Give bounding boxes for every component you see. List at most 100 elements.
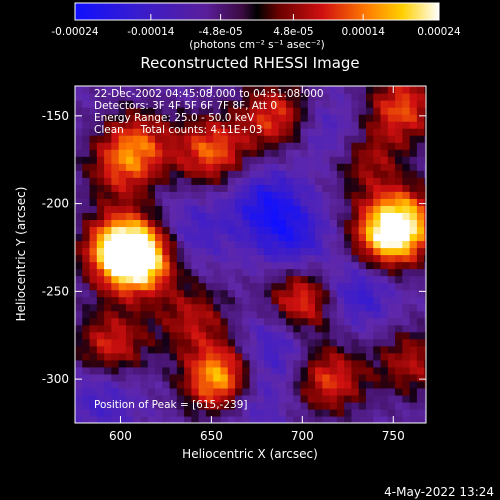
heatmap-cell <box>351 254 360 263</box>
heatmap-cell <box>162 191 171 199</box>
heatmap-cell <box>220 142 229 150</box>
heatmap-cell <box>184 387 192 396</box>
heatmap-cell <box>133 401 142 410</box>
heatmap-cell <box>140 219 149 228</box>
heatmap-cell <box>82 205 91 213</box>
heatmap-cell <box>184 401 192 410</box>
heatmap-cell <box>191 296 200 305</box>
heatmap-cell <box>176 254 185 263</box>
heatmap-cell <box>125 401 134 410</box>
heatmap-cell <box>351 226 360 235</box>
heatmap-cell <box>220 254 229 263</box>
heatmap-cell <box>235 191 243 199</box>
heatmap-cell <box>111 184 120 192</box>
heatmap-cell <box>373 408 382 417</box>
heatmap-cell <box>205 261 214 270</box>
heatmap-cell <box>358 401 367 410</box>
heatmap-cell <box>336 401 345 410</box>
heatmap-cell <box>402 142 411 150</box>
heatmap-cell <box>293 156 302 164</box>
heatmap-cell <box>198 366 207 375</box>
heatmap-cell <box>249 163 258 171</box>
heatmap-cell <box>351 86 360 94</box>
heatmap-cell <box>307 135 316 143</box>
heatmap-cell <box>155 177 163 185</box>
heatmap-cell <box>336 380 345 389</box>
heatmap-cell <box>322 114 331 122</box>
heatmap-cell <box>271 177 280 185</box>
heatmap-cell <box>104 170 112 178</box>
heatmap-cell <box>220 275 229 284</box>
heatmap-cell <box>133 331 142 340</box>
heatmap-cell <box>176 289 185 298</box>
heatmap-cell <box>118 394 127 403</box>
heatmap-cell <box>409 359 418 368</box>
heatmap-cell <box>395 408 403 417</box>
heatmap-cell <box>395 100 403 108</box>
heatmap-cell <box>205 415 214 423</box>
heatmap-cell <box>271 240 280 249</box>
heatmap-cell <box>133 114 142 122</box>
heatmap-cell <box>344 338 353 347</box>
heatmap-cell <box>227 233 236 242</box>
heatmap-cell <box>278 261 287 270</box>
heatmap-cell <box>96 275 105 284</box>
heatmap-cell <box>373 401 382 410</box>
heatmap-cell <box>140 387 149 396</box>
heatmap-cell <box>409 156 418 164</box>
heatmap-cell <box>424 233 426 242</box>
heatmap-cell <box>227 226 236 235</box>
heatmap-cell <box>227 310 236 319</box>
heatmap-cell <box>169 394 178 403</box>
heatmap-cell <box>380 303 389 312</box>
heatmap-cell <box>82 114 91 122</box>
heatmap-cell <box>380 408 389 417</box>
heatmap-cell <box>82 415 91 423</box>
heatmap-cell <box>140 156 149 164</box>
heatmap-cell <box>365 170 374 178</box>
heatmap-cell <box>322 324 331 333</box>
heatmap-cell <box>118 261 127 270</box>
heatmap-cell <box>380 205 389 213</box>
heatmap-cell <box>213 184 222 192</box>
heatmap-cell <box>89 86 98 94</box>
heatmap-cell <box>140 93 149 101</box>
heatmap-cell <box>300 254 309 263</box>
heatmap-cell <box>293 226 302 235</box>
heatmap-cell <box>96 303 105 312</box>
heatmap-cell <box>118 114 127 122</box>
heatmap-cell <box>155 408 163 417</box>
heatmap-cell <box>155 163 163 171</box>
heatmap-cell <box>300 107 309 115</box>
heatmap-cell <box>380 310 389 319</box>
heatmap-cell <box>249 408 258 417</box>
heatmap-cell <box>373 233 382 242</box>
heatmap-cell <box>293 268 302 277</box>
heatmap-cell <box>358 345 367 354</box>
heatmap-cell <box>104 408 112 417</box>
heatmap-cell <box>96 261 105 270</box>
heatmap-cell <box>75 142 83 150</box>
heatmap-cell <box>118 366 127 375</box>
heatmap-cell <box>336 338 345 347</box>
heatmap-cell <box>329 338 338 347</box>
heatmap-cell <box>424 121 426 129</box>
heatmap-cell <box>278 310 287 319</box>
heatmap-cell <box>424 191 426 199</box>
heatmap-cell <box>147 345 156 354</box>
heatmap-cell <box>82 135 91 143</box>
heatmap-cell <box>133 93 142 101</box>
heatmap-cell <box>300 86 309 94</box>
heatmap-cell <box>249 149 258 157</box>
heatmap-cell <box>111 352 120 361</box>
heatmap-cell <box>402 254 411 263</box>
heatmap-cell <box>395 142 403 150</box>
y-axis: -150-200-250-300 <box>42 109 426 386</box>
heatmap-cell <box>242 338 251 347</box>
heatmap-cell <box>140 310 149 319</box>
heatmap-cell <box>409 415 418 423</box>
heatmap-cell <box>300 401 309 410</box>
heatmap-cell <box>155 331 163 340</box>
heatmap-cell <box>249 254 258 263</box>
heatmap-cell <box>198 191 207 199</box>
